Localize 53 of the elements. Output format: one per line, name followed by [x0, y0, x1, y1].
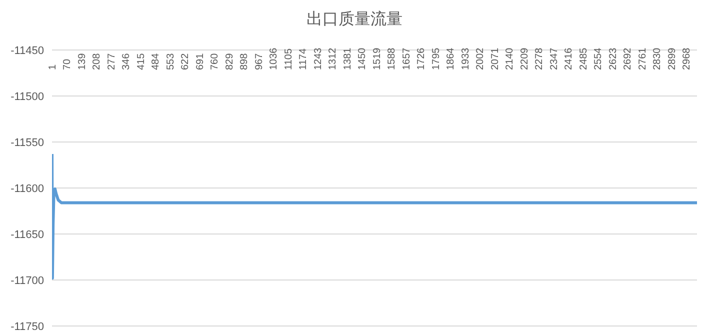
- x-tick-label: 2692: [622, 47, 634, 70]
- y-tick-label: -11600: [10, 182, 44, 195]
- x-tick-label: 1588: [386, 47, 398, 70]
- line-series: [52, 152, 697, 280]
- x-tick-label: 139: [76, 52, 88, 70]
- x-tick-label: 760: [210, 52, 221, 70]
- y-tick-label: -11700: [10, 274, 44, 287]
- x-tick-label: 2278: [534, 47, 546, 70]
- x-tick-label: 1519: [372, 47, 383, 70]
- x-tick-label: 1795: [430, 47, 442, 70]
- x-tick-label: 2554: [593, 47, 604, 70]
- x-tick-label: 967: [254, 52, 265, 70]
- x-tick-label: 622: [180, 52, 192, 70]
- x-tick-label: 70: [62, 58, 74, 70]
- x-tick-label: 2485: [578, 47, 590, 70]
- x-tick-label: 1657: [401, 47, 412, 70]
- x-tick-label: 346: [121, 52, 132, 70]
- x-tick-label: 2347: [548, 47, 560, 70]
- x-tick-label: 829: [224, 52, 236, 70]
- x-tick-label: 277: [106, 52, 118, 70]
- x-tick-label: 2623: [608, 47, 619, 70]
- x-tick-label: 2071: [490, 47, 501, 70]
- x-tick-label: 2968: [682, 47, 693, 70]
- y-tick-label: -11450: [10, 44, 44, 57]
- x-tick-label: 2761: [637, 47, 648, 70]
- x-tick-label: 1381: [342, 47, 354, 70]
- x-tick-label: 208: [92, 52, 103, 70]
- x-tick-label: 2209: [519, 47, 530, 70]
- x-tick-label: 1: [48, 64, 58, 70]
- x-tick-label: 415: [136, 52, 147, 70]
- chart-title: 出口质量流量: [306, 10, 404, 30]
- x-tick-label: 1726: [416, 47, 428, 70]
- y-tick-label: -11750: [10, 320, 44, 333]
- y-tick-label: -11650: [10, 228, 44, 241]
- x-tick-label: 1105: [283, 48, 294, 70]
- x-tick-label: 2830: [652, 47, 664, 70]
- x-tick-label: 898: [239, 52, 250, 70]
- x-tick-label: 1933: [460, 47, 472, 70]
- x-tick-label: 2416: [564, 47, 575, 70]
- x-tick-label: 484: [150, 52, 162, 70]
- x-tick-label: 1174: [298, 48, 310, 70]
- x-tick-label: 1864: [446, 47, 457, 70]
- x-tick-label: 1243: [312, 47, 324, 70]
- x-tick-label: 1036: [268, 47, 280, 70]
- x-tick-label: 553: [165, 52, 176, 70]
- y-tick-label: -11500: [10, 90, 44, 103]
- x-tick-label: 2140: [504, 47, 516, 70]
- x-tick-label: 691: [194, 52, 206, 70]
- x-tick-label: 1312: [328, 47, 339, 70]
- y-tick-label: -11550: [10, 136, 44, 149]
- x-tick-label: 2002: [475, 47, 486, 70]
- x-tick-label: 2899: [666, 47, 678, 70]
- x-tick-label: 1450: [357, 47, 368, 70]
